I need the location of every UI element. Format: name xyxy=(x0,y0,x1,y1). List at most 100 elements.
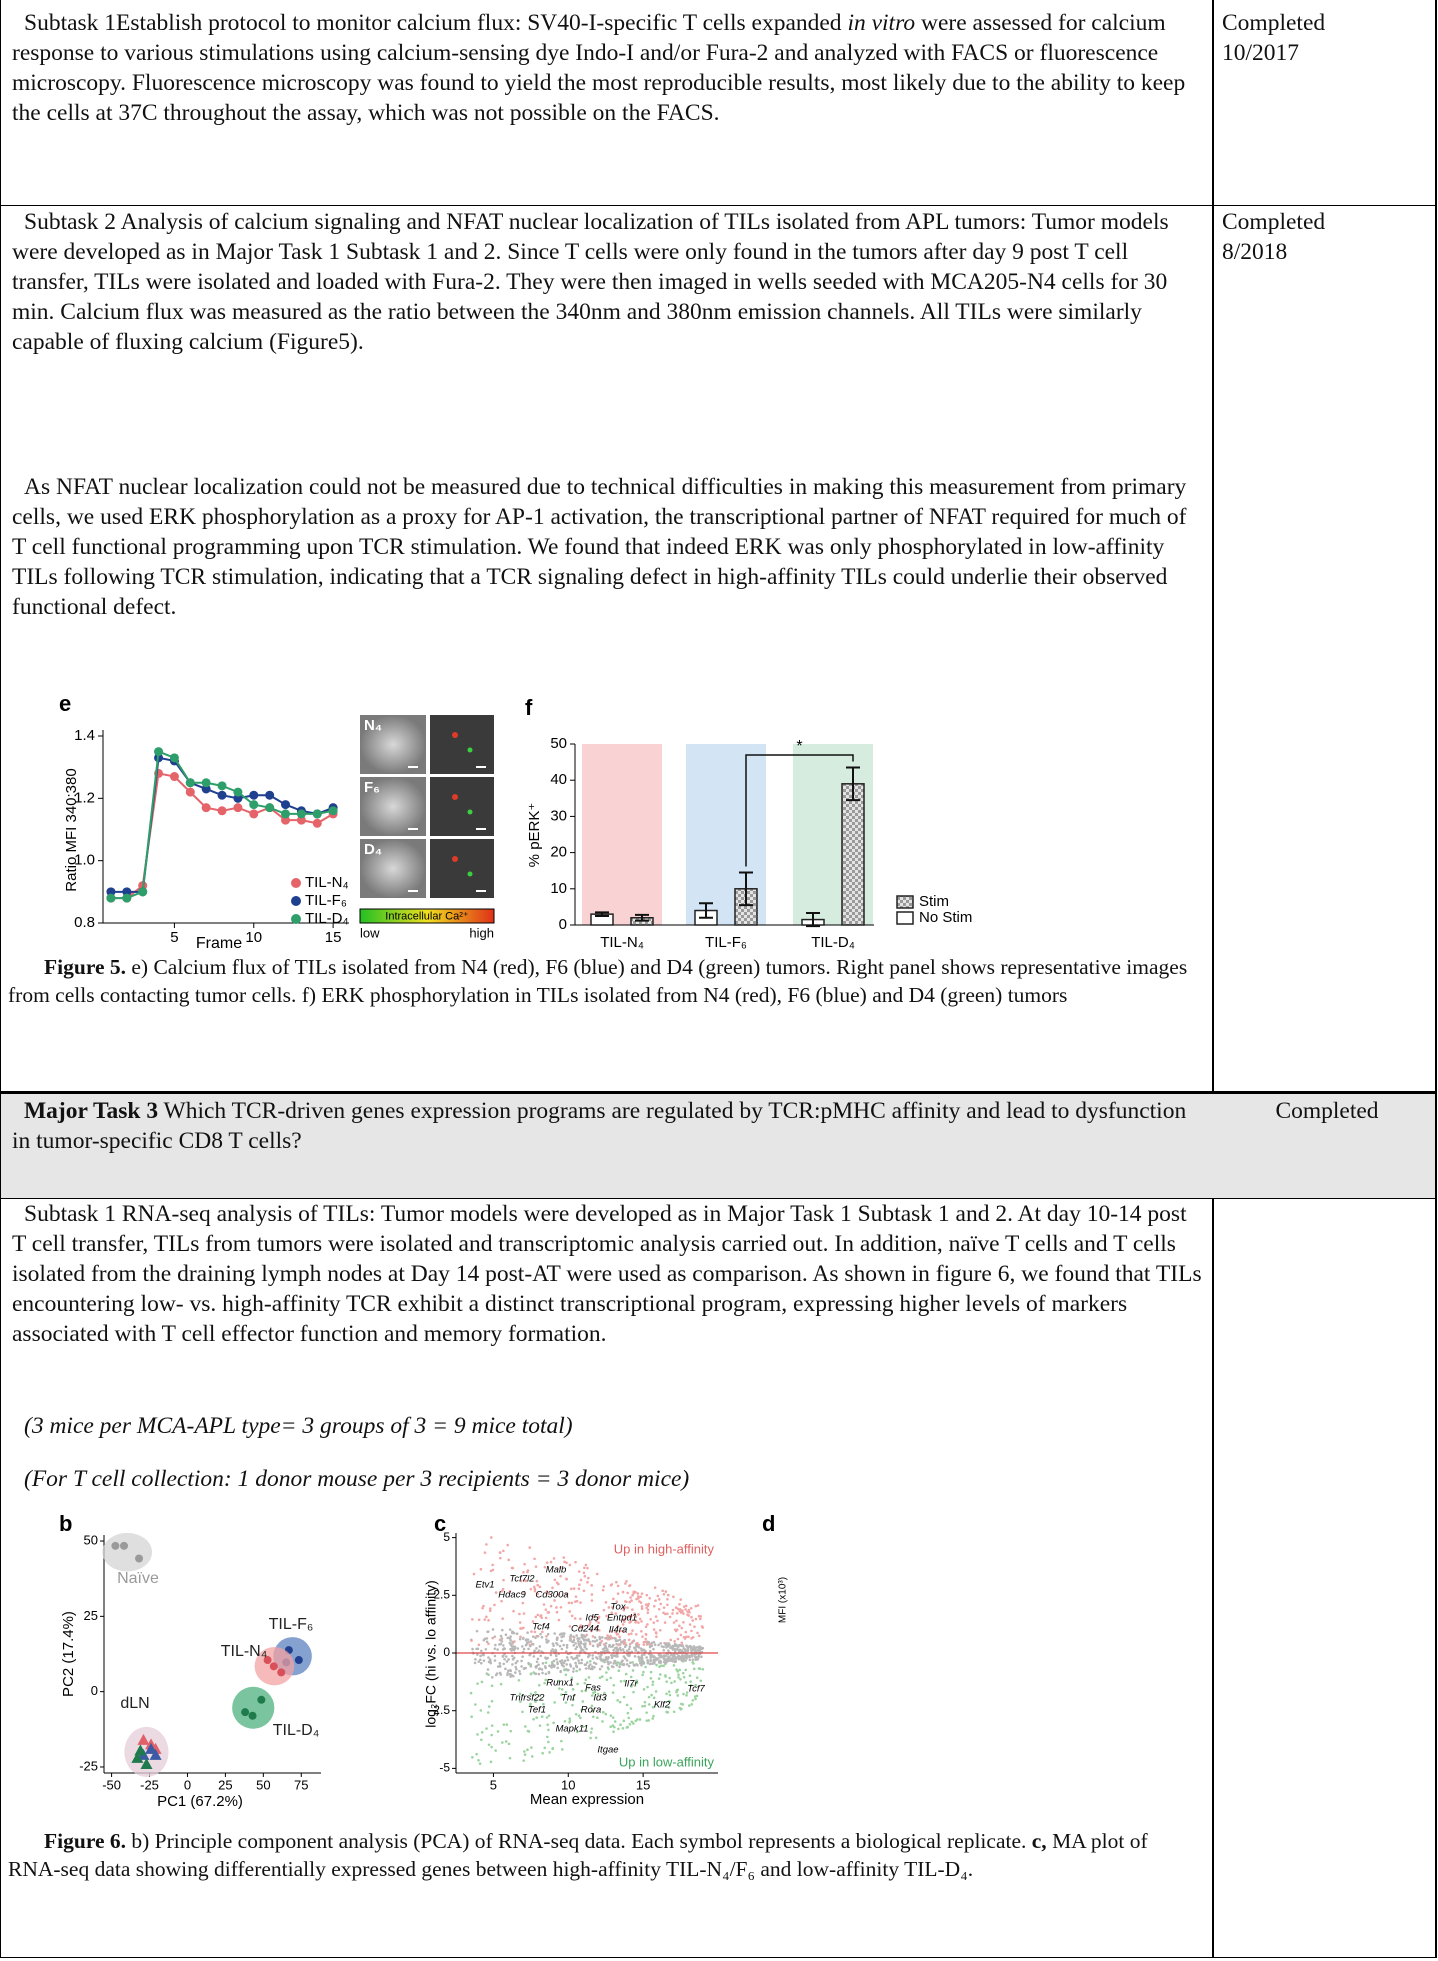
ma-point xyxy=(665,1680,668,1683)
ma-point xyxy=(628,1665,631,1668)
ma-point xyxy=(629,1661,632,1664)
ma-point xyxy=(521,1645,524,1648)
ma-point xyxy=(471,1648,474,1651)
ma-point xyxy=(655,1632,658,1635)
ma-point xyxy=(590,1731,593,1734)
table-border xyxy=(1435,0,1437,1958)
ma-point xyxy=(491,1684,494,1687)
ma-point xyxy=(674,1657,677,1660)
ma-point xyxy=(541,1668,544,1671)
ma-point xyxy=(528,1730,531,1733)
ma-point xyxy=(499,1662,502,1665)
ma-point xyxy=(591,1654,594,1657)
ma-point xyxy=(578,1637,581,1640)
ma-point xyxy=(491,1637,494,1640)
ma-point xyxy=(644,1638,647,1641)
ma-point xyxy=(606,1638,609,1641)
ma-point xyxy=(653,1656,656,1659)
ma-point xyxy=(538,1645,541,1648)
ma-point xyxy=(649,1656,652,1659)
note: (3 mice per MCA-APL type= 3 groups of 3 … xyxy=(12,1411,1202,1441)
gene-label: Etv1 xyxy=(475,1580,494,1591)
ma-point xyxy=(545,1617,548,1620)
ma-point xyxy=(589,1660,592,1663)
ma-point xyxy=(619,1723,622,1726)
ma-point xyxy=(583,1589,586,1592)
legend-label: Stim xyxy=(919,893,949,910)
ma-point xyxy=(509,1635,512,1638)
ma-point xyxy=(511,1567,514,1570)
text-run: b) Principle component analysis (PCA) of… xyxy=(126,1829,1032,1853)
ma-point xyxy=(698,1634,701,1637)
micrograph xyxy=(430,777,494,836)
ma-point xyxy=(652,1715,655,1718)
x-tick-label: TIL-D₄ xyxy=(811,934,855,951)
legend-swatch xyxy=(291,914,301,924)
ma-point xyxy=(625,1580,628,1583)
ma-point xyxy=(578,1587,581,1590)
ma-point xyxy=(644,1666,647,1669)
ma-point xyxy=(662,1649,665,1652)
ma-point xyxy=(530,1588,533,1591)
ma-point xyxy=(494,1659,497,1662)
ma-point xyxy=(696,1676,699,1679)
ma-point xyxy=(612,1598,615,1601)
ma-point xyxy=(572,1667,575,1670)
ma-point xyxy=(656,1620,659,1623)
ma-point xyxy=(612,1666,615,1669)
ma-point xyxy=(470,1639,473,1642)
ma-point xyxy=(612,1644,615,1647)
ma-point xyxy=(538,1673,541,1676)
ma-point xyxy=(555,1642,558,1645)
ma-point xyxy=(587,1656,590,1659)
paragraph: As NFAT nuclear localization could not b… xyxy=(12,472,1202,622)
ma-point xyxy=(700,1655,703,1658)
ma-point xyxy=(501,1741,504,1744)
figure-5: e0.81.01.21.451015FrameRatio MFI 340:380… xyxy=(0,690,1000,952)
ma-point xyxy=(699,1615,702,1618)
ma-point xyxy=(547,1729,550,1732)
ma-point xyxy=(678,1655,681,1658)
ma-point xyxy=(558,1619,561,1622)
ma-point xyxy=(505,1633,508,1636)
ma-point xyxy=(506,1637,509,1640)
ma-point xyxy=(671,1612,674,1615)
ma-point xyxy=(675,1619,678,1622)
ma-point xyxy=(626,1592,629,1595)
point xyxy=(297,809,306,818)
x-tick-label: 50 xyxy=(256,1777,270,1792)
point xyxy=(202,778,211,787)
ma-point xyxy=(539,1633,542,1636)
bar xyxy=(842,784,864,925)
ma-point xyxy=(553,1701,556,1704)
ma-point xyxy=(523,1648,526,1651)
x-axis-label: PC1 (67.2%) xyxy=(157,1793,243,1810)
ma-point xyxy=(571,1704,574,1707)
ma-point xyxy=(567,1659,570,1662)
ma-point xyxy=(626,1704,629,1707)
ma-point xyxy=(507,1559,510,1562)
ma-point xyxy=(676,1629,679,1632)
ma-point xyxy=(592,1640,595,1643)
ma-point xyxy=(689,1674,692,1677)
cell-spot xyxy=(452,732,458,738)
ma-point xyxy=(573,1587,576,1590)
ma-point xyxy=(527,1641,530,1644)
ma-point xyxy=(476,1630,479,1633)
ma-point xyxy=(477,1759,480,1762)
ma-point xyxy=(509,1757,512,1760)
y-tick-label: 50 xyxy=(84,1532,98,1547)
ma-point xyxy=(601,1675,604,1678)
ma-point xyxy=(622,1727,625,1730)
gene-label: Id5 xyxy=(585,1613,599,1624)
ma-point xyxy=(610,1714,613,1717)
ma-point xyxy=(659,1660,662,1663)
ma-point xyxy=(574,1617,577,1620)
ma-point xyxy=(518,1613,521,1616)
ma-point xyxy=(641,1635,644,1638)
ma-point xyxy=(574,1642,577,1645)
ma-point xyxy=(548,1665,551,1668)
ma-point xyxy=(521,1655,524,1658)
figure-6: b-2502550-50-250255075PC1 (67.2%)PC2 (17… xyxy=(0,1508,1000,1820)
ma-point xyxy=(602,1585,605,1588)
